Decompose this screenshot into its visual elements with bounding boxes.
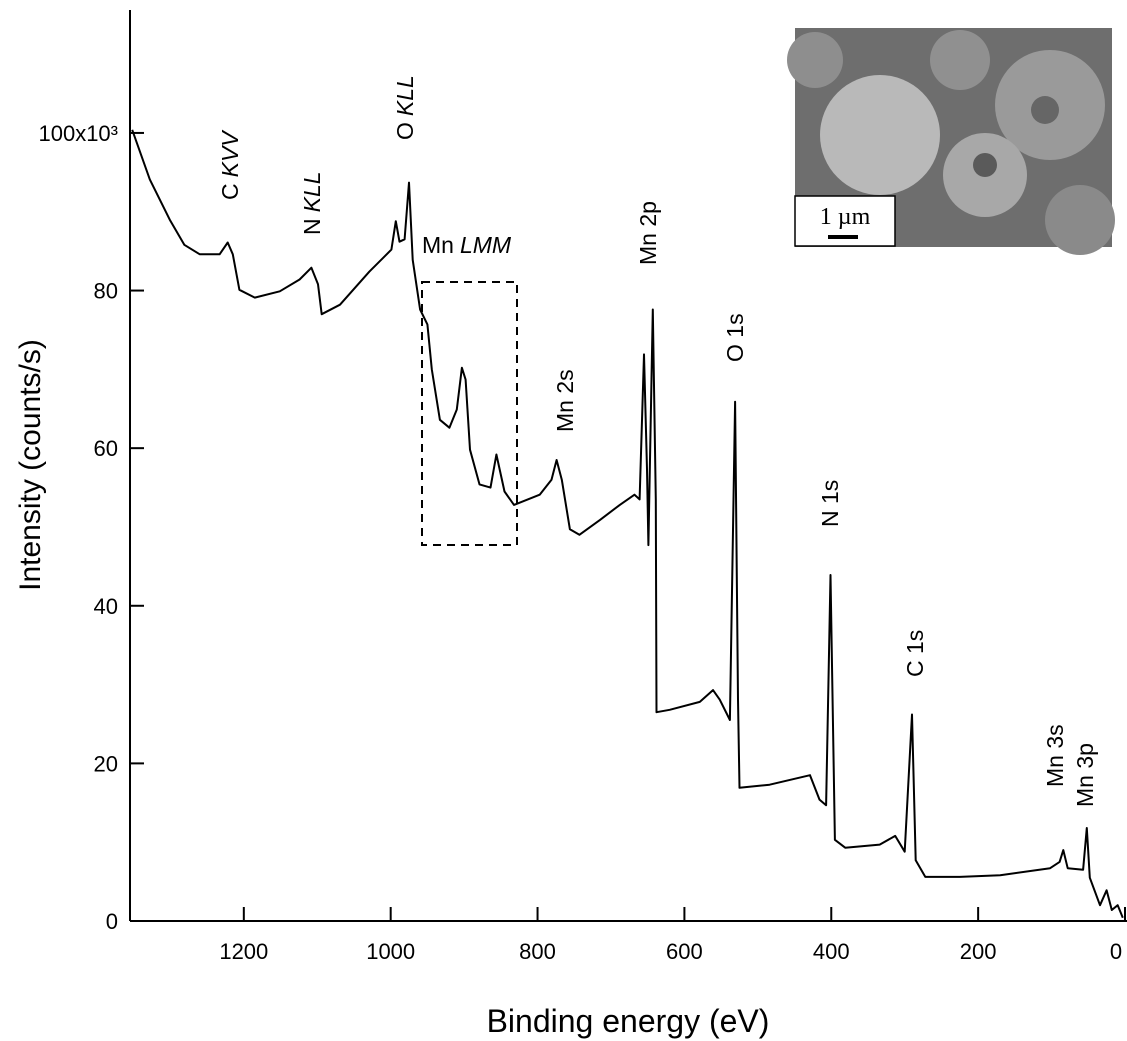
peak-element: Mn — [422, 232, 454, 258]
y-tick-label: 0 — [106, 909, 118, 934]
x-tick-label: 200 — [960, 939, 997, 964]
peak-label: C KVV — [217, 129, 243, 200]
peak-transition: KLL — [392, 75, 418, 116]
peak-transition: KLL — [299, 171, 325, 212]
x-tick-label: 0 — [1110, 939, 1122, 964]
x-tick-label: 400 — [813, 939, 850, 964]
peak-label: Mn 3p — [1072, 743, 1098, 807]
y-tick-label: 40 — [94, 594, 118, 619]
y-tick-label: 20 — [94, 751, 118, 776]
peak-label: Mn 2p — [635, 201, 661, 265]
peak-element: N — [299, 218, 325, 235]
peak-label: O 1s — [722, 313, 748, 362]
scale-bar-label: 1 µm — [820, 204, 871, 230]
highlight-box — [421, 281, 518, 546]
y-tick-label: 100x10³ — [38, 121, 118, 146]
peak-label: O KLL — [392, 75, 418, 140]
y-tick-label: 60 — [94, 436, 118, 461]
peak-element: C — [217, 183, 243, 200]
peak-label: Mn 3s — [1042, 724, 1068, 787]
x-axis-label: Binding energy (eV) — [487, 1003, 770, 1039]
peak-label: Mn 2s — [552, 369, 578, 432]
spectrum-line — [131, 129, 1124, 919]
peak-label: N KLL — [299, 171, 325, 235]
peak-label: N 1s — [817, 480, 843, 527]
peak-element: O — [392, 122, 418, 140]
x-tick-label: 1200 — [219, 939, 268, 964]
peak-label: C 1s — [902, 630, 928, 677]
peak-transition: LMM — [460, 232, 512, 258]
y-tick-label: 80 — [94, 279, 118, 304]
y-axis-label: Intensity (counts/s) — [14, 339, 47, 591]
inset-image: 1 µm — [787, 28, 1115, 255]
x-tick-label: 600 — [666, 939, 703, 964]
x-tick-label: 1000 — [366, 939, 415, 964]
peak-transition: KVV — [217, 129, 243, 178]
peak-label: Mn LMM — [422, 232, 512, 258]
x-tick-label: 800 — [519, 939, 556, 964]
